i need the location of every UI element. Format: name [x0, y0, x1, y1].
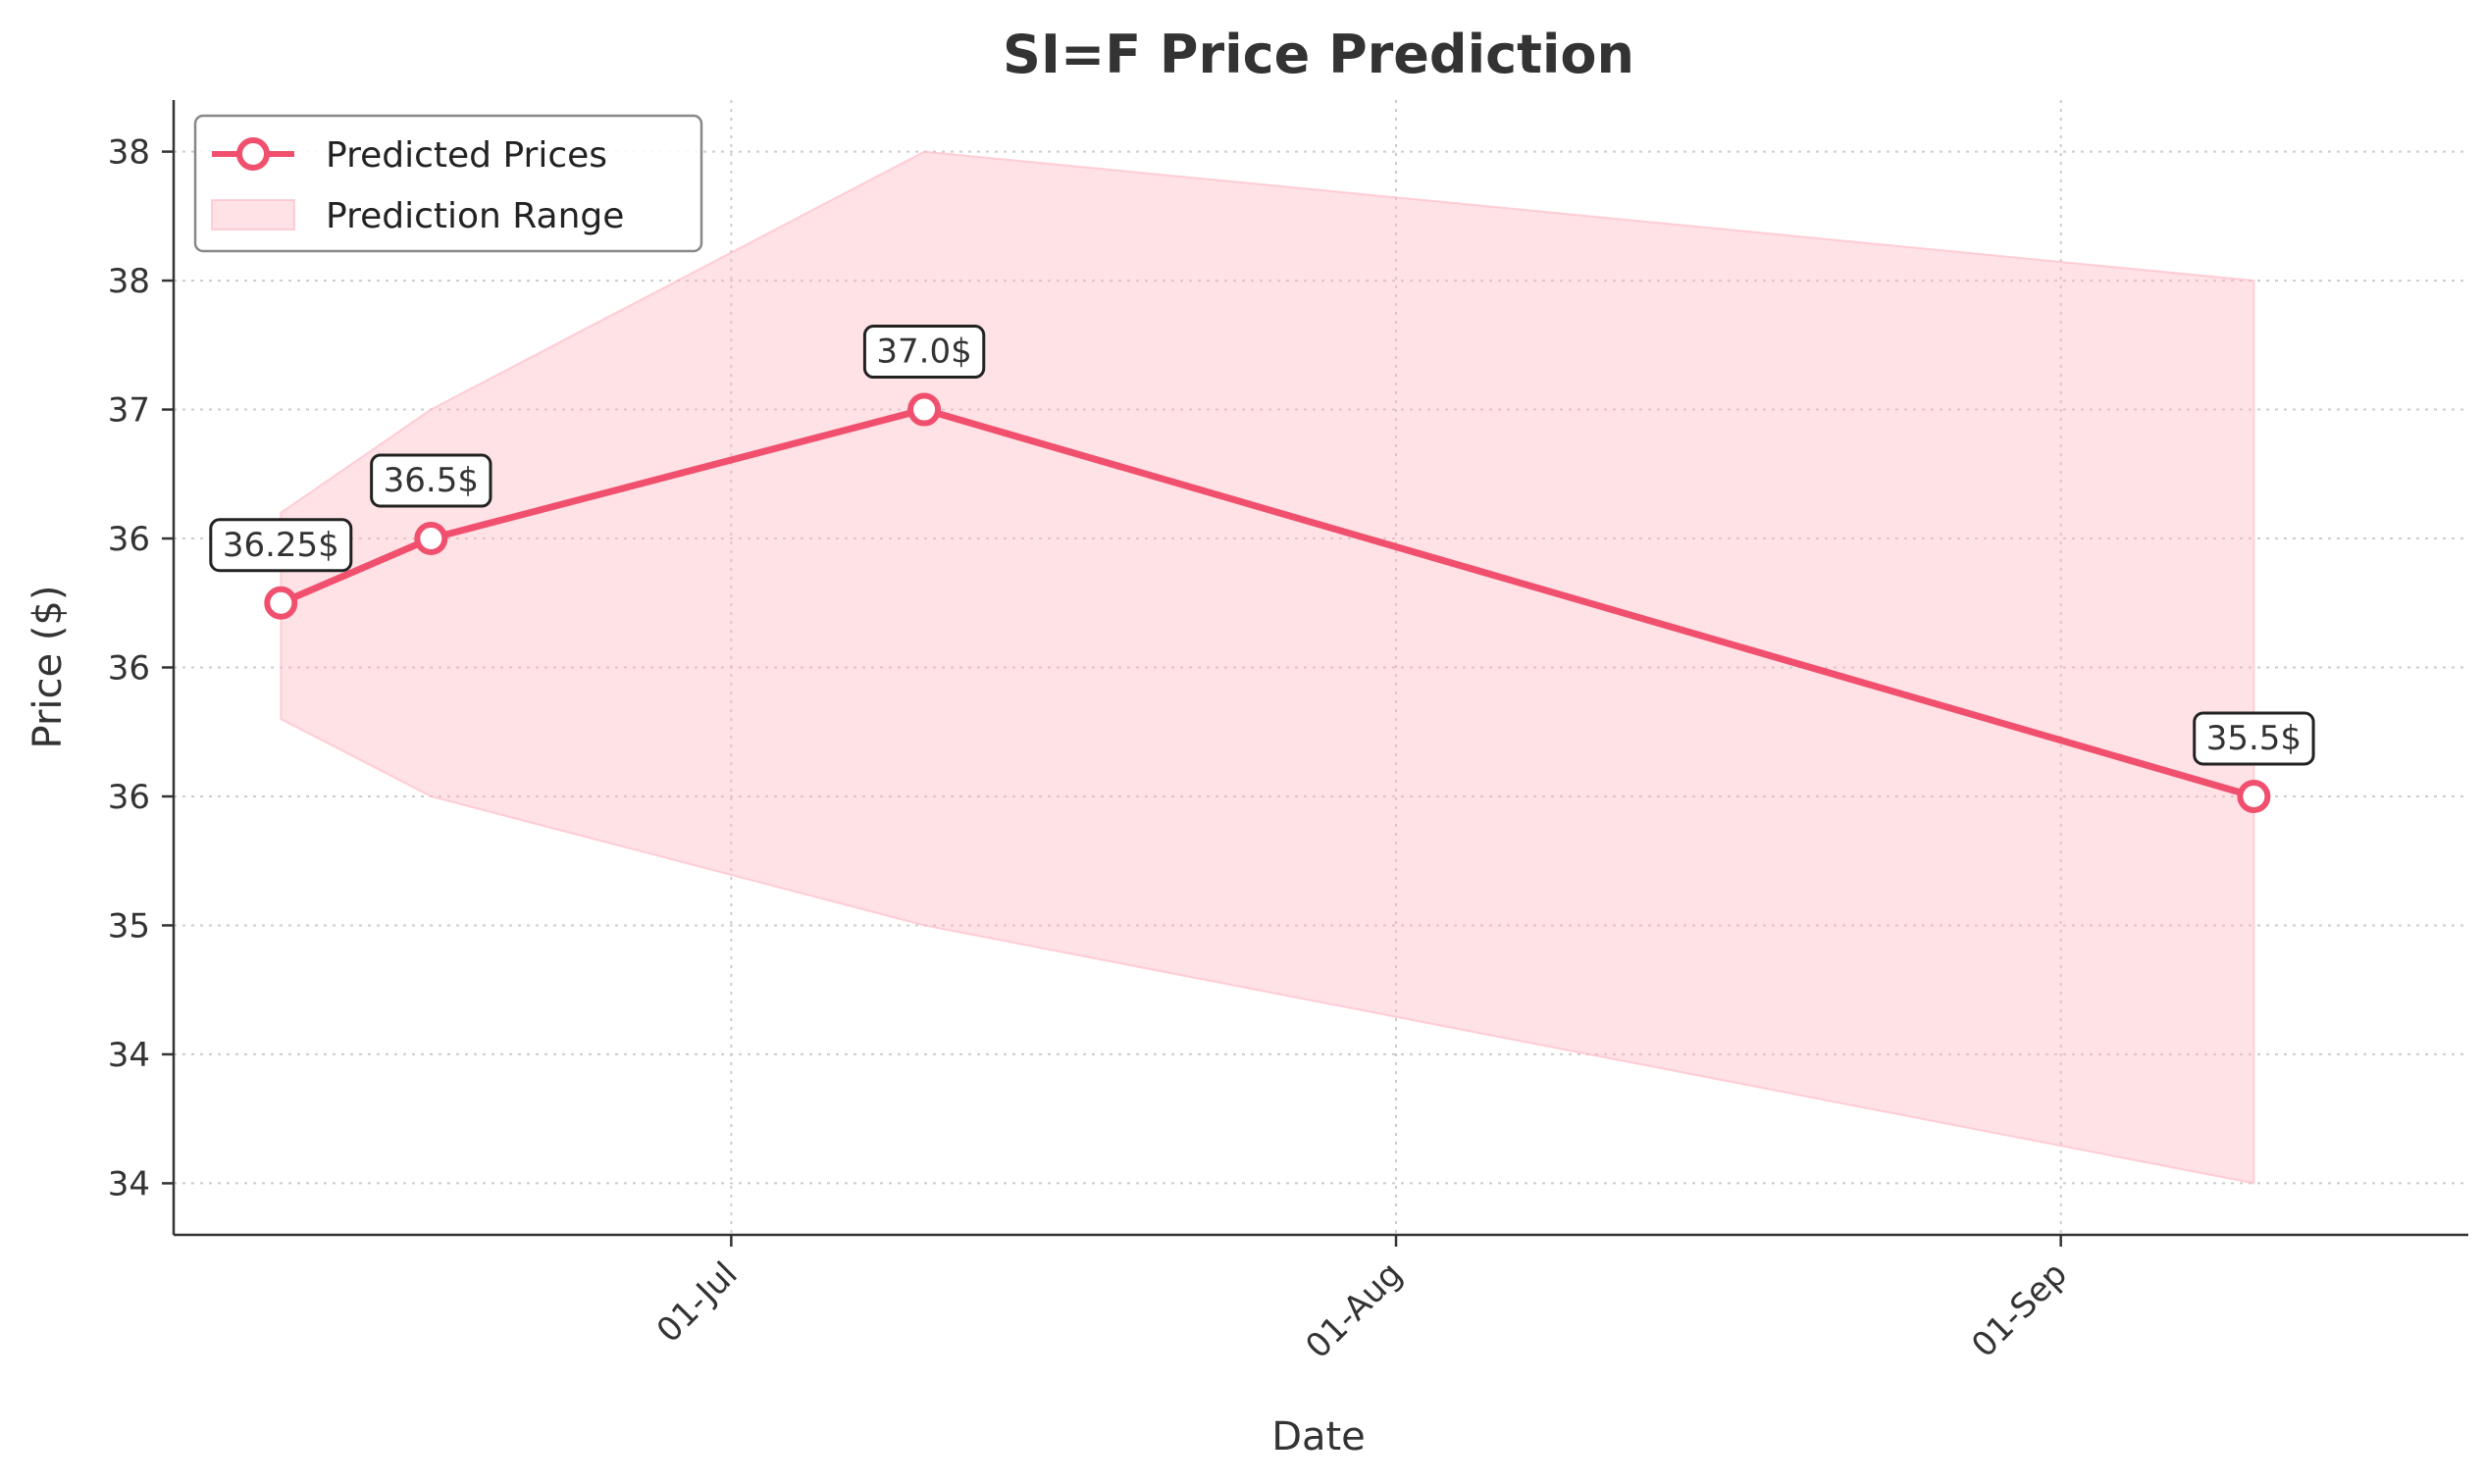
y-tick-label: 36 — [108, 520, 150, 559]
chart-title: SI=F Price Prediction — [1003, 24, 1634, 85]
data-point — [2237, 779, 2271, 813]
x-tick-label: 01-Sep — [1964, 1254, 2075, 1365]
data-annotations: 36.25$ 36.5$ 37.0$ 35.5$ — [209, 325, 2315, 766]
y-tick-label: 36 — [108, 778, 150, 817]
legend-area-swatch — [211, 199, 295, 230]
y-tick-label: 35 — [108, 906, 150, 946]
data-label-box — [209, 518, 353, 573]
data-label-text: 37.0$ — [876, 333, 971, 372]
data-label: 37.0$ — [862, 325, 986, 380]
y-tick-label: 34 — [108, 1036, 150, 1075]
data-label-box — [862, 325, 986, 380]
data-point — [907, 392, 942, 427]
data-label-text: 35.5$ — [2206, 719, 2302, 758]
data-label: 35.5$ — [2193, 711, 2315, 766]
legend-marker-swatch — [236, 137, 270, 171]
data-label-text: 36.25$ — [223, 526, 339, 565]
y-axis-label: Price ($) — [26, 586, 71, 749]
x-tick-label: 01-Jul — [649, 1254, 746, 1351]
legend-label-range: Prediction Range — [326, 196, 624, 236]
y-tick-label: 36 — [108, 649, 150, 689]
y-ticks: 34 34 35 36 36 36 37 38 38 — [108, 133, 174, 1203]
legend: Predicted Prices Prediction Range — [193, 114, 703, 253]
data-label: 36.5$ — [370, 453, 492, 508]
y-tick-label: 38 — [108, 133, 150, 173]
grid — [174, 100, 2468, 1235]
data-label-text: 36.5$ — [384, 461, 479, 500]
y-tick-label: 37 — [108, 391, 150, 431]
data-label-box — [2193, 711, 2315, 766]
y-tick-label: 38 — [108, 262, 150, 301]
data-point — [264, 586, 298, 620]
data-label-box — [370, 453, 492, 508]
data-point — [414, 522, 448, 556]
legend-box — [193, 114, 703, 253]
x-tick-label: 01-Aug — [1298, 1254, 1410, 1366]
y-tick-label: 34 — [108, 1164, 150, 1203]
data-points — [264, 392, 2271, 813]
prediction-range-area — [280, 150, 2255, 1185]
x-axis-label: Date — [1271, 1414, 1366, 1459]
legend-label-predicted: Predicted Prices — [326, 135, 607, 176]
predicted-prices-line — [279, 406, 2255, 800]
data-label: 36.25$ — [209, 518, 353, 573]
x-ticks: 01-Jul 01-Aug 01-Sep — [649, 1235, 2075, 1366]
